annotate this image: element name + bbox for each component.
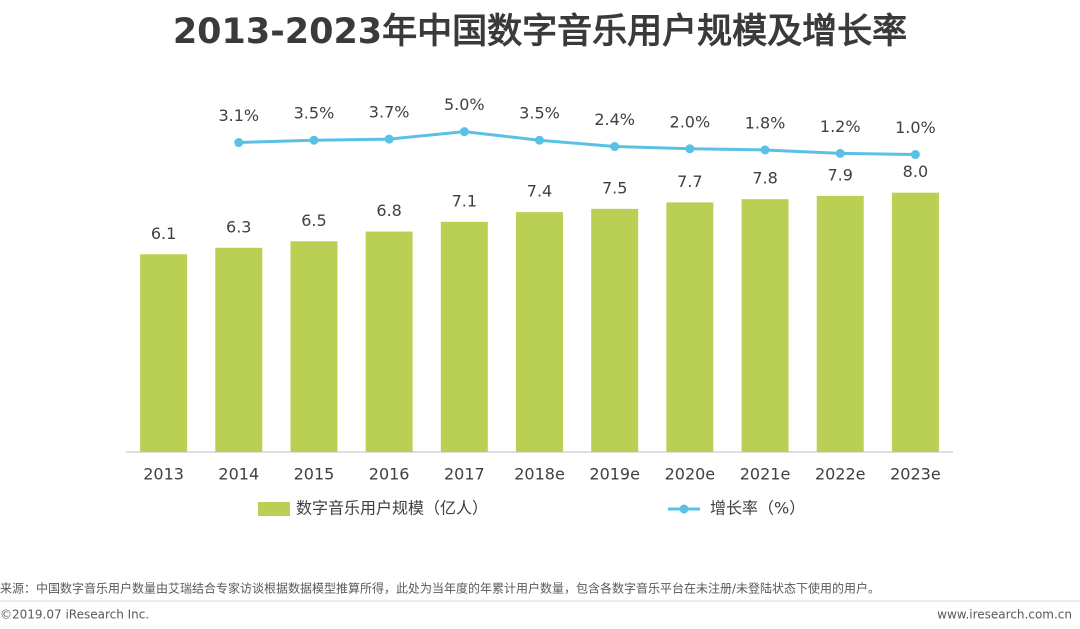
line-point xyxy=(234,138,244,148)
data-label: 7.7 xyxy=(677,172,702,191)
x-tick-label: 2014 xyxy=(218,465,259,484)
line-point xyxy=(835,148,845,158)
bar xyxy=(666,202,714,452)
line-point xyxy=(910,150,920,160)
bar xyxy=(516,212,563,452)
line-point xyxy=(459,127,469,137)
data-label: 3.5% xyxy=(294,104,335,123)
bar xyxy=(741,199,789,452)
x-tick-label: 2020e xyxy=(665,465,716,484)
data-label: 5.0% xyxy=(444,95,485,114)
x-tick-label: 2023e xyxy=(890,465,941,484)
line-point xyxy=(760,145,770,155)
bar xyxy=(816,195,864,453)
data-label: 1.0% xyxy=(895,118,936,137)
data-label: 6.8 xyxy=(376,201,401,220)
bar xyxy=(140,254,188,452)
x-tick-label: 2021e xyxy=(740,465,791,484)
data-label: 2.0% xyxy=(670,112,711,131)
x-tick-label: 2018e xyxy=(514,465,565,484)
data-label: 3.7% xyxy=(369,103,410,122)
data-label: 7.1 xyxy=(452,191,477,210)
bar xyxy=(440,221,488,452)
data-label: 3.1% xyxy=(218,106,259,125)
data-label: 7.8 xyxy=(752,169,777,188)
x-tick-label: 2013 xyxy=(143,465,184,484)
footer-right: www.iresearch.com.cn xyxy=(937,608,1072,622)
x-tick-label: 2022e xyxy=(815,465,866,484)
data-label: 7.9 xyxy=(828,165,853,184)
bar xyxy=(290,241,338,452)
legend-label: 增长率（%） xyxy=(710,499,805,518)
data-label: 1.2% xyxy=(820,117,861,136)
data-label: 7.5 xyxy=(602,178,627,197)
data-label: 6.1 xyxy=(151,224,176,243)
line-point xyxy=(685,144,695,154)
x-tick-label: 2019e xyxy=(589,465,640,484)
data-label: 6.3 xyxy=(226,217,251,236)
footer-left: ©2019.07 iResearch Inc. xyxy=(0,608,149,622)
line-point xyxy=(535,135,544,145)
bar xyxy=(365,231,413,452)
source-note: 来源：中国数字音乐用户数量由艾瑞结合专家访谈根据数据模型推算所得，此处为当年度的… xyxy=(0,581,880,596)
x-tick-label: 2016 xyxy=(369,465,410,484)
bar xyxy=(891,192,939,452)
legend-swatch xyxy=(679,504,689,514)
bar xyxy=(215,247,263,452)
data-label: 3.5% xyxy=(519,104,560,123)
line xyxy=(238,130,916,157)
data-label: 1.8% xyxy=(745,113,786,132)
data-label: 6.5 xyxy=(301,211,326,230)
bar xyxy=(591,208,639,452)
legend-swatch xyxy=(258,502,290,516)
data-label: 7.4 xyxy=(527,182,552,201)
x-tick-label: 2017 xyxy=(444,465,485,484)
line-point xyxy=(309,135,319,145)
data-label: 8.0 xyxy=(903,162,928,181)
line-point xyxy=(610,142,620,152)
data-label: 2.4% xyxy=(594,110,635,129)
chart-title: 2013-2023年中国数字音乐用户规模及增长率 xyxy=(173,11,907,52)
line-point xyxy=(384,134,394,144)
x-tick-label: 2015 xyxy=(294,465,335,484)
legend-label: 数字音乐用户规模（亿人） xyxy=(296,499,488,518)
